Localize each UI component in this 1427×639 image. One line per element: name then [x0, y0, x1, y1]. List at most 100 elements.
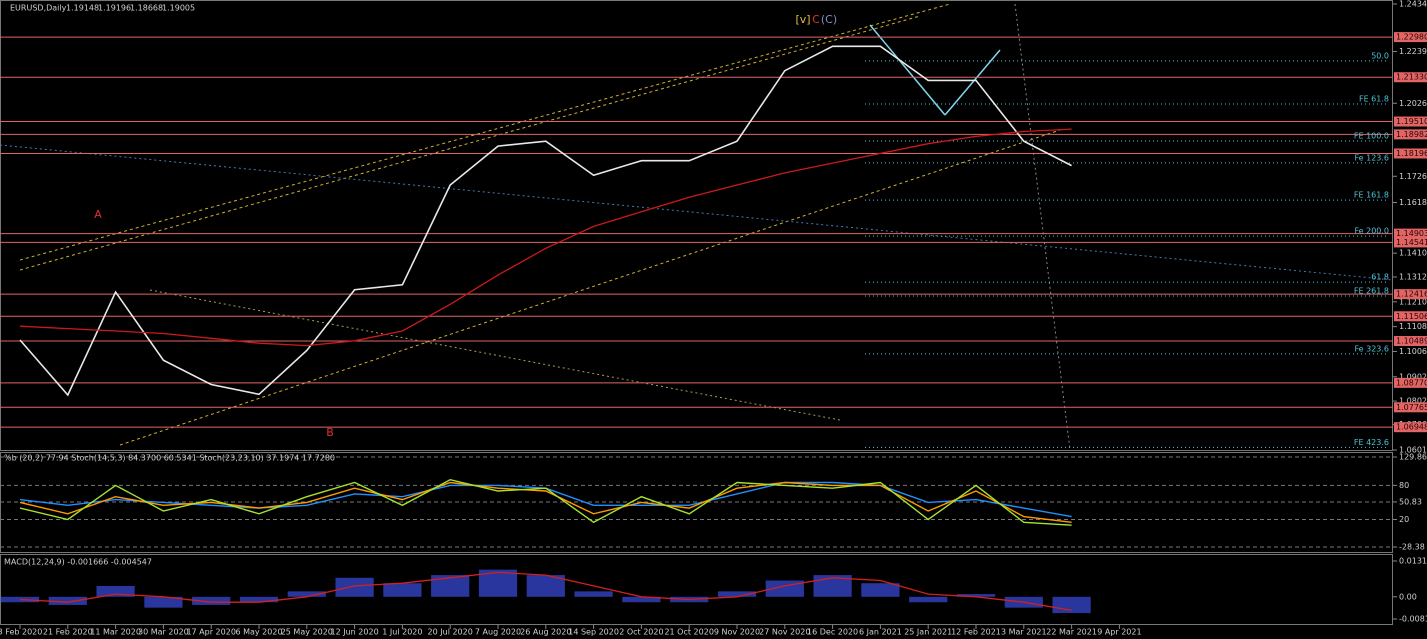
stoch-pane [0, 452, 1393, 553]
x-tick-label: 25 Jan 2021 [904, 628, 952, 637]
macd-bar [192, 596, 231, 605]
macd-bar [48, 596, 87, 605]
macd-bar [144, 596, 183, 608]
level-label: 1.06948 [1396, 423, 1427, 432]
quote-value: 1.19148 [66, 4, 99, 13]
level-label: 1.18196 [1396, 149, 1427, 158]
price-line [19, 45, 1072, 397]
level-box [1394, 311, 1427, 322]
level-box [1394, 116, 1427, 127]
channel-line [19, 3, 951, 261]
x-tick-label: 2 Oct 2020 [619, 628, 663, 637]
x-tick-label: 22 Mar 2021 [1046, 628, 1097, 637]
y-tick-label: 1.16180 [1399, 198, 1427, 207]
y-tick-label: -0.008179 [1399, 615, 1427, 624]
level-label: 1.19510 [1396, 117, 1427, 126]
macd-bar [96, 585, 135, 597]
y-tick-label: 1.10060 [1399, 347, 1427, 356]
x-tick-label: 16 Dec 2020 [807, 628, 858, 637]
level-box [1394, 422, 1427, 433]
wave-line [869, 24, 946, 116]
x-tick-label: 14 Sep 2020 [568, 628, 619, 637]
macd-pane [0, 554, 1393, 625]
pane-title: MACD(12,24,9) -0.001666 -0.004547 [4, 558, 152, 567]
level-label: 1.18982 [1396, 130, 1427, 139]
quote-value: 1.19005 [162, 4, 195, 13]
osc-line [19, 478, 1072, 526]
level-label: 1.22980 [1396, 33, 1427, 42]
quote-value: 1.18668 [130, 4, 163, 13]
trend-line [0, 144, 1394, 281]
macd-bar [956, 594, 996, 597]
price-pane [0, 0, 1393, 451]
x-tick-label: 3 Mar 2021 [1001, 628, 1047, 637]
y-tick-label: 1.24340 [1399, 0, 1427, 9]
level-box [1394, 402, 1427, 413]
trend-line [149, 289, 841, 421]
level-label: 1.08770 [1396, 378, 1427, 387]
signal-line [19, 571, 1072, 612]
wave-label: B [326, 426, 334, 439]
fib-label: FE 423.6 [1354, 438, 1389, 447]
level-label: 1.14541 [1396, 238, 1427, 247]
level-label: 1.11506 [1396, 312, 1427, 321]
y-tick-label: 80 [1399, 481, 1409, 490]
wave-line [944, 49, 1001, 116]
y-tick-label: 1.17260 [1399, 172, 1427, 181]
y-tick-label: 1.14100 [1399, 249, 1427, 258]
fib-label: 50.0 [1371, 51, 1389, 60]
macd-bar [1052, 596, 1091, 614]
x-tick-label: 9 Apr 2021 [1097, 628, 1141, 637]
level-label: 1.21330 [1396, 73, 1427, 82]
y-tick-label: 1.12100 [1399, 297, 1427, 306]
x-tick-label: 21 Oct 2020 [664, 628, 713, 637]
y-tick-label: 1.20260 [1399, 99, 1427, 108]
level-box [1394, 377, 1427, 388]
level-box [1394, 237, 1427, 248]
macd-bar [861, 583, 900, 597]
x-tick-label: 21 Feb 2020 [43, 628, 93, 637]
y-tick-label: -28.38 [1399, 543, 1425, 552]
x-tick-label: 6 May 2020 [235, 628, 282, 637]
level-label: 1.07765 [1396, 403, 1427, 412]
macd-bar [383, 583, 422, 597]
x-tick-label: 20 Jul 2020 [428, 628, 473, 637]
y-tick-label: 1.08020 [1399, 397, 1427, 406]
level-box [1394, 129, 1427, 140]
wave-label: A [94, 208, 102, 221]
fib-label: FE 61.8 [1359, 95, 1389, 104]
x-tick-label: 7 Aug 2020 [475, 628, 521, 637]
y-tick-label: 50.83 [1399, 497, 1422, 506]
level-box [1394, 72, 1427, 83]
y-tick-label: 1.09020 [1399, 372, 1427, 381]
y-tick-label: 20 [1399, 515, 1409, 524]
macd-bar [574, 591, 613, 597]
level-label: 1.12416 [1396, 290, 1427, 299]
wave-label: (C) [821, 13, 837, 26]
y-tick-label: 129.86 [1399, 453, 1427, 462]
macd-bar [431, 575, 470, 597]
x-tick-label: 17 Apr 2020 [186, 628, 235, 637]
y-tick-label: 1.13120 [1399, 273, 1427, 282]
level-box [1394, 336, 1427, 347]
fib-label: Fe 123.6 [1354, 153, 1389, 162]
macd-bar [335, 577, 374, 597]
chart-title: EURUSD,Daily [10, 4, 67, 13]
macd-bar [909, 596, 948, 603]
wave-label: C [812, 13, 820, 26]
fib-label: 61.8 [1371, 273, 1389, 282]
y-tick-label: 0.00 [1399, 592, 1417, 601]
x-tick-label: 6 Jan 2021 [859, 628, 902, 637]
level-label: 1.14903 [1396, 229, 1427, 238]
macd-bar [239, 596, 279, 603]
level-box [1394, 32, 1427, 43]
y-tick-label: 1.22390 [1399, 47, 1427, 56]
price-line [19, 128, 1072, 347]
y-tick-label: 1.06010 [1399, 446, 1427, 455]
pane-title: %b (20,2) 77.94 Stoch(14,5,3) 84.3700 60… [4, 454, 335, 463]
level-box [1394, 148, 1427, 159]
macd-bar [287, 591, 326, 597]
